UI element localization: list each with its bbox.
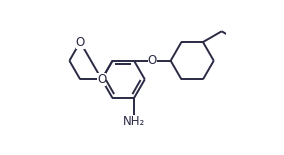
Text: O: O xyxy=(97,73,106,86)
Text: O: O xyxy=(76,35,85,49)
Text: O: O xyxy=(148,54,157,67)
Text: NH₂: NH₂ xyxy=(123,115,145,128)
